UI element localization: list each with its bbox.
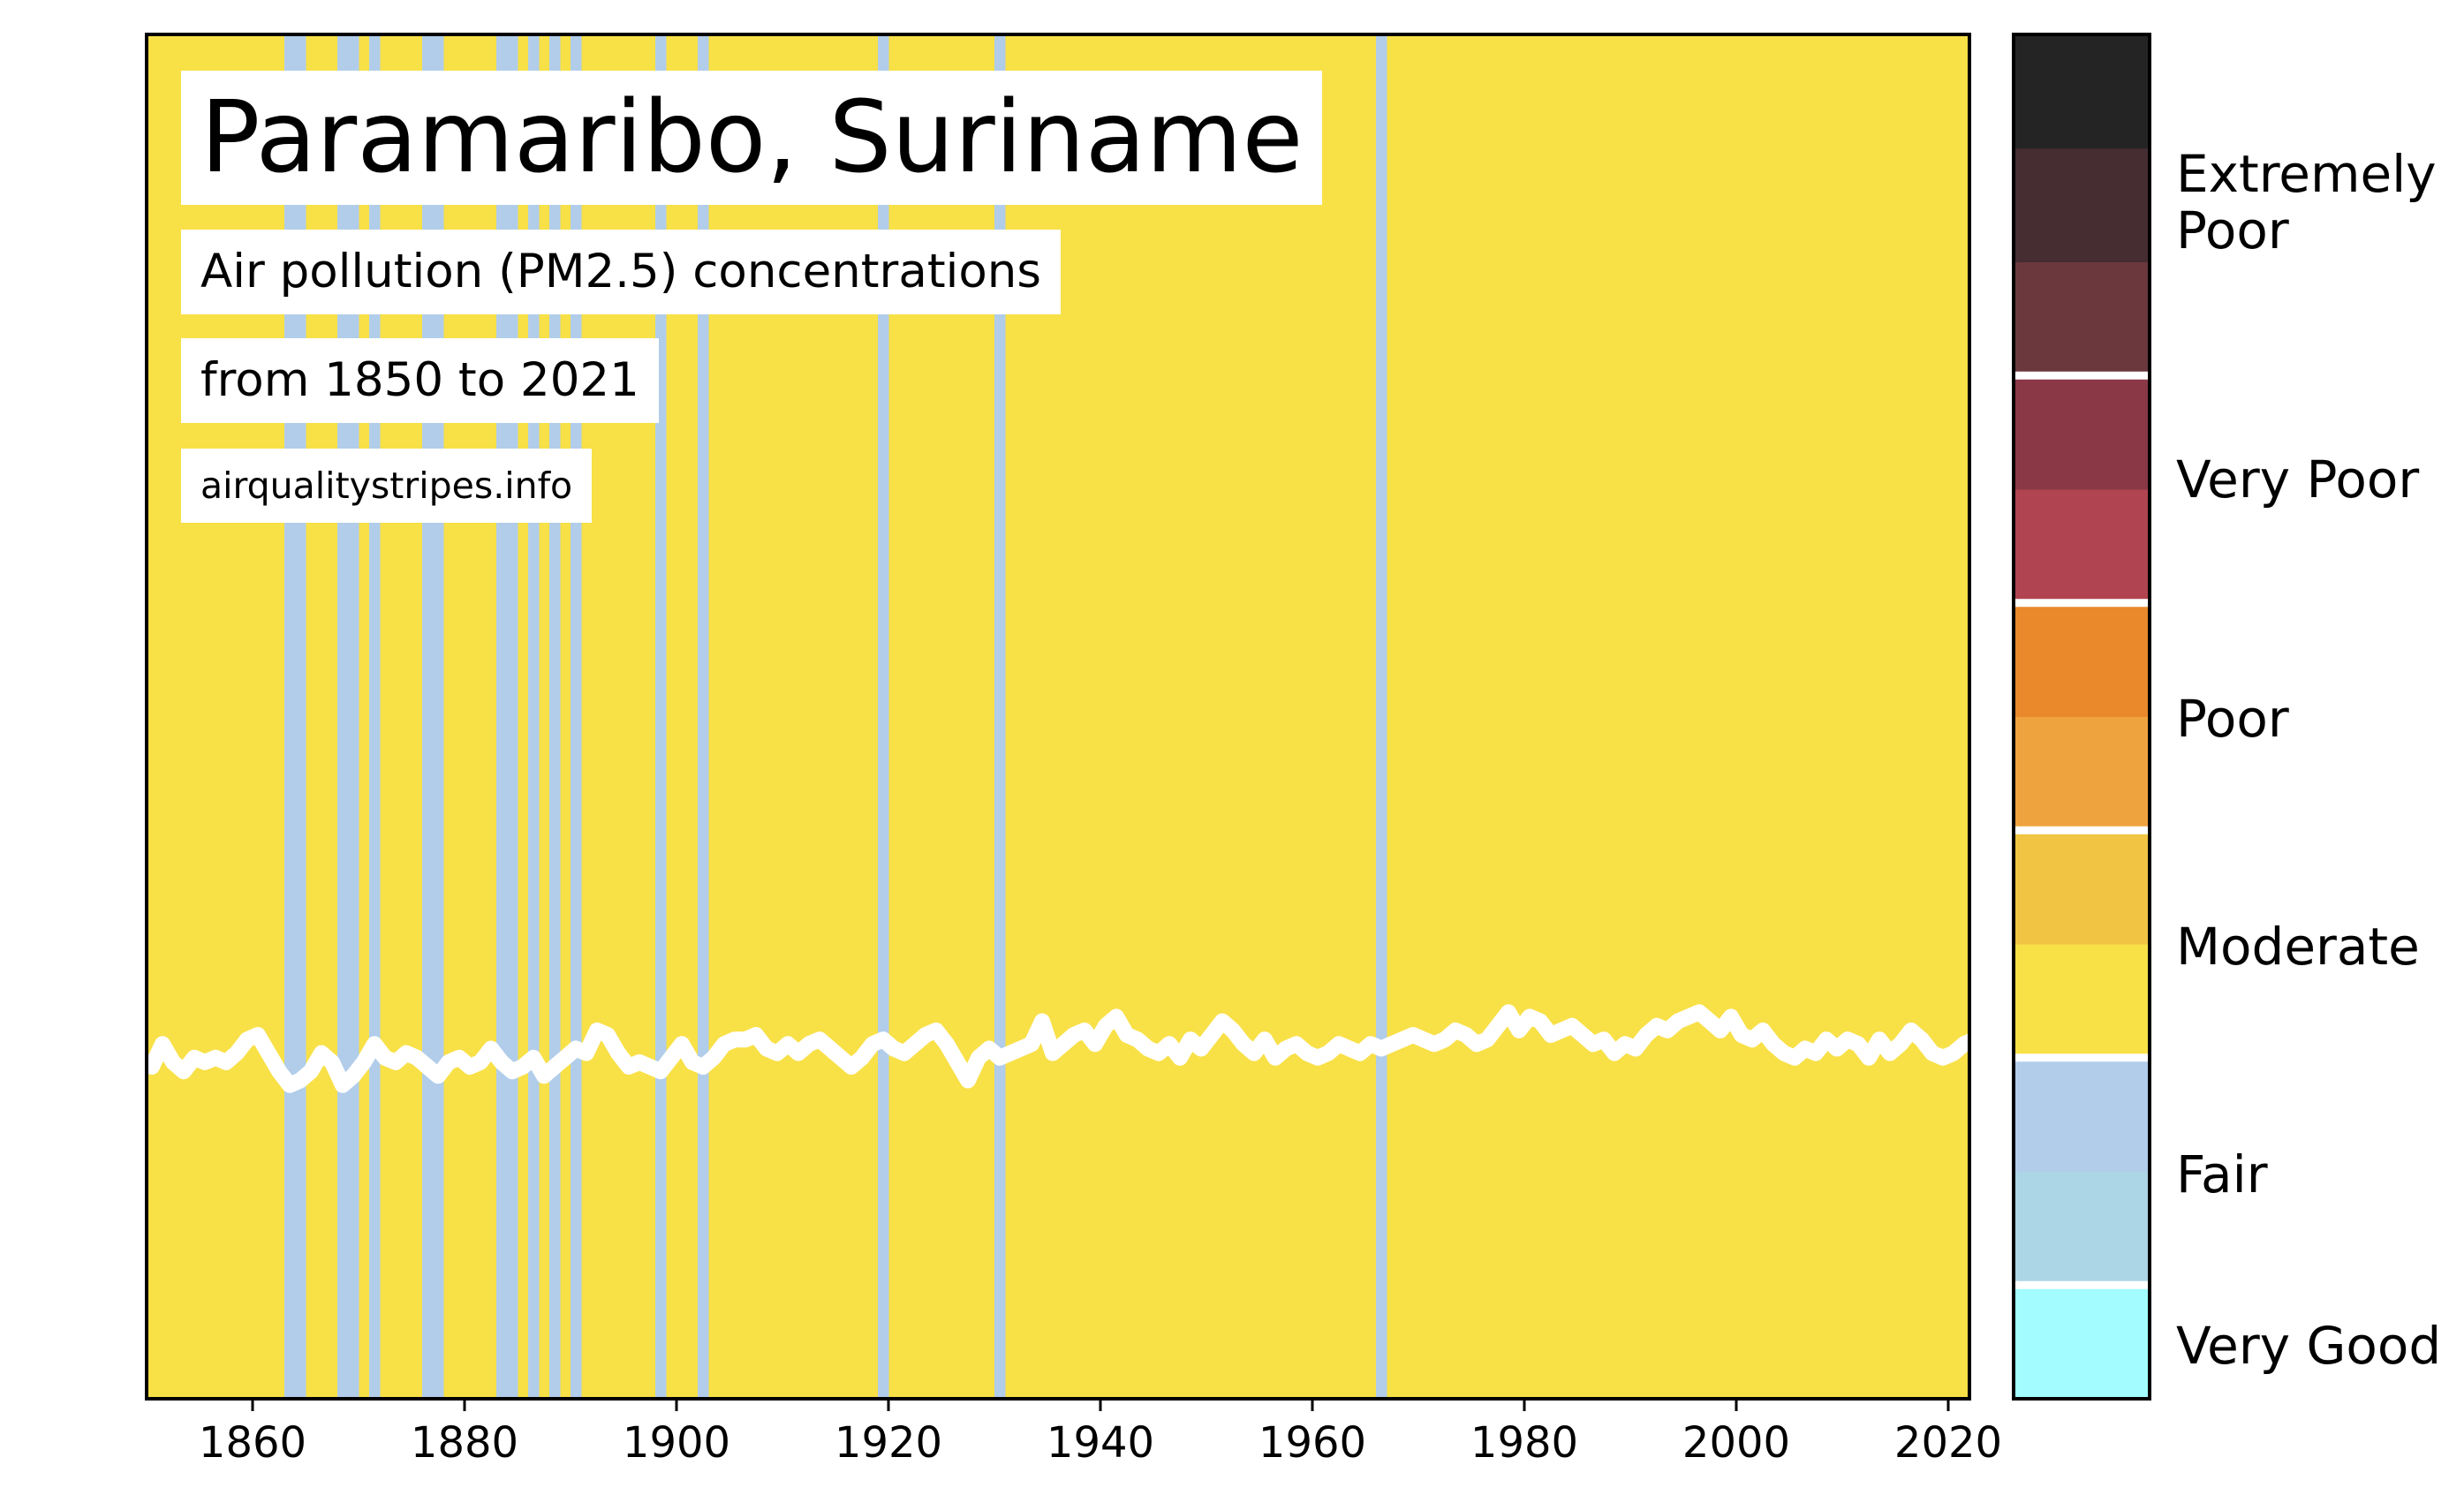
- chart-title: Paramaribo, Suriname: [181, 71, 1323, 205]
- x-tick-label-2000: 2000: [1682, 1418, 1790, 1468]
- pm25-line: [144, 1004, 1983, 1093]
- chart-source: airqualitystripes.info: [181, 449, 593, 523]
- legend-segment-8: [2014, 375, 2150, 490]
- legend-label-moderate: Moderate: [2176, 917, 2420, 977]
- legend-segment-0: [2014, 1285, 2150, 1400]
- x-tick-label-1860: 1860: [199, 1418, 306, 1468]
- legend-label-very-poor: Very Poor: [2176, 449, 2420, 510]
- x-tick-label-1900: 1900: [623, 1418, 730, 1468]
- legend-colorbar: [2014, 34, 2150, 1400]
- line-layer: [144, 1004, 1983, 1093]
- legend-label-fair: Fair: [2176, 1144, 2268, 1204]
- legend-segment-5: [2014, 716, 2150, 831]
- legend-label-extremely-poor-line2: Poor: [2176, 200, 2289, 260]
- legend-segment-3: [2014, 944, 2150, 1059]
- x-tick-label-2020: 2020: [1894, 1418, 2002, 1468]
- legend-label-very-good: Very Good: [2176, 1316, 2442, 1376]
- stripe-fair-1966: [1376, 34, 1387, 1399]
- x-axis: 1860 1880 1900 1920 1940 1960 1980 2000 2020: [199, 1399, 2002, 1468]
- chart-subtitle: Air pollution (PM2.5) concentrations: [181, 230, 1061, 314]
- legend-label-poor: Poor: [2176, 689, 2289, 749]
- legend-segment-2: [2014, 1057, 2150, 1172]
- legend-segment-4: [2014, 830, 2150, 945]
- plot-frame: [145, 33, 1971, 1401]
- x-tick-label-1940: 1940: [1047, 1418, 1154, 1468]
- legend-segment-11: [2014, 34, 2150, 149]
- legend-frame: [2012, 33, 2151, 1401]
- x-tick-label-1880: 1880: [411, 1418, 518, 1468]
- legend-segment-9: [2014, 261, 2150, 376]
- legend-segment-6: [2014, 602, 2150, 717]
- x-tick-label-1920: 1920: [835, 1418, 942, 1468]
- x-tick-label-1960: 1960: [1258, 1418, 1366, 1468]
- x-tick-label-1980: 1980: [1470, 1418, 1578, 1468]
- legend-segment-7: [2014, 489, 2150, 604]
- legend-segment-10: [2014, 147, 2150, 262]
- stripe-fair-1919: [878, 34, 889, 1399]
- legend-label-extremely-poor-line1: Extremely: [2176, 144, 2437, 204]
- chart-year-range: from 1850 to 2021: [181, 338, 659, 423]
- legend-segment-1: [2014, 1171, 2150, 1286]
